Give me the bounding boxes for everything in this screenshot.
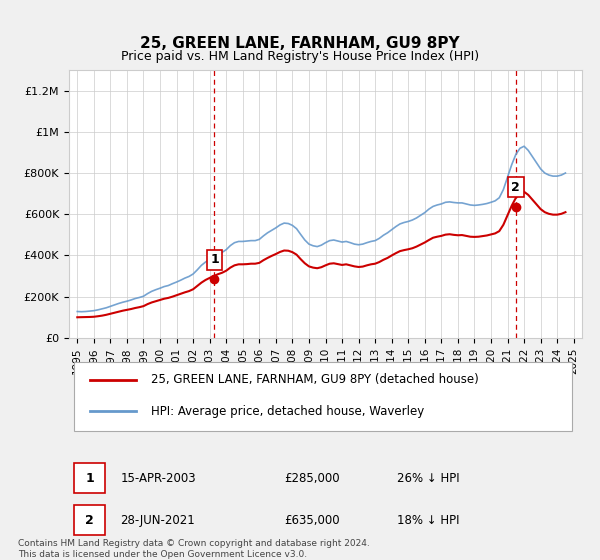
Text: 25, GREEN LANE, FARNHAM, GU9 8PY (detached house): 25, GREEN LANE, FARNHAM, GU9 8PY (detach…	[151, 373, 479, 386]
FancyBboxPatch shape	[74, 362, 572, 431]
FancyBboxPatch shape	[74, 505, 105, 535]
Text: 18% ↓ HPI: 18% ↓ HPI	[397, 514, 460, 526]
Text: 1: 1	[85, 472, 94, 485]
Text: £285,000: £285,000	[284, 472, 340, 485]
Text: Price paid vs. HM Land Registry's House Price Index (HPI): Price paid vs. HM Land Registry's House …	[121, 50, 479, 63]
FancyBboxPatch shape	[74, 464, 105, 493]
Text: 25, GREEN LANE, FARNHAM, GU9 8PY: 25, GREEN LANE, FARNHAM, GU9 8PY	[140, 36, 460, 52]
Text: 15-APR-2003: 15-APR-2003	[121, 472, 196, 485]
Text: 2: 2	[511, 181, 520, 194]
Text: 2: 2	[85, 514, 94, 526]
Text: 28-JUN-2021: 28-JUN-2021	[121, 514, 195, 526]
Text: Contains HM Land Registry data © Crown copyright and database right 2024.
This d: Contains HM Land Registry data © Crown c…	[18, 539, 370, 559]
Text: 26% ↓ HPI: 26% ↓ HPI	[397, 472, 460, 485]
Text: HPI: Average price, detached house, Waverley: HPI: Average price, detached house, Wave…	[151, 405, 424, 418]
Text: £635,000: £635,000	[284, 514, 340, 526]
Text: 1: 1	[210, 253, 219, 266]
